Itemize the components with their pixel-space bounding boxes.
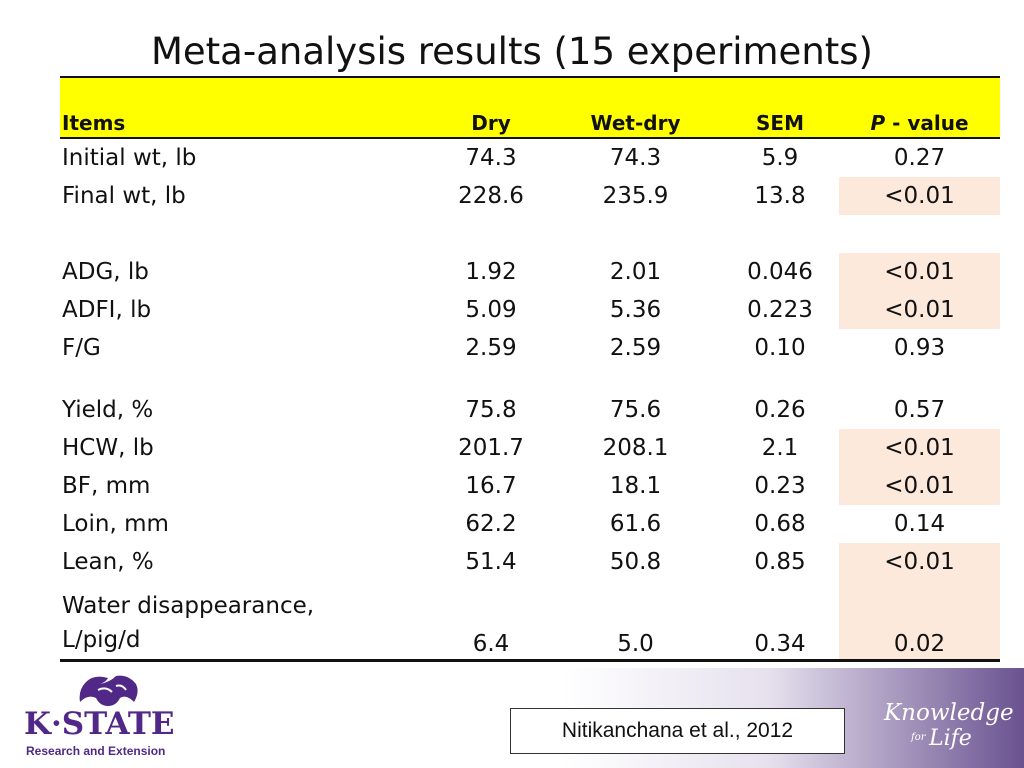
row-dry: 2.59: [465, 335, 517, 361]
row-wet-dry: 2.59: [609, 335, 662, 361]
row-wet-dry: 2.01: [609, 259, 662, 285]
knowledge-for-life-logo: Knowledge for Life: [878, 700, 1018, 760]
row-p-value: <0.01: [839, 467, 1000, 505]
table-row: Loin, mm 62.2 61.6 0.68 0.14: [60, 505, 1000, 543]
row-p-value: 0.02: [839, 581, 1000, 662]
tagline-line1: Knowledge: [884, 700, 1014, 726]
row-wet-dry: 235.9: [602, 183, 669, 209]
row-p-value: 0.93: [893, 335, 946, 361]
row-p-value: <0.01: [839, 291, 1000, 329]
tagline-for: for: [911, 732, 926, 743]
table-row: ADFI, lb 5.09 5.36 0.223 <0.01: [60, 291, 1000, 329]
row-sem: 0.223: [747, 297, 813, 323]
row-item: Water disappearance, L/pig/d: [60, 581, 432, 662]
row-item-line1: Water disappearance,: [62, 593, 315, 619]
header-p-rest: - value: [885, 111, 969, 135]
row-p-value: 0.14: [893, 511, 946, 537]
row-dry: 51.4: [465, 549, 517, 575]
header-dry: Dry: [432, 76, 550, 139]
logo-subtitle: Research and Extension: [26, 744, 166, 758]
row-wet-dry: 18.1: [609, 473, 662, 499]
row-p-value: <0.01: [839, 253, 1000, 291]
kstate-logo: K·STATE Research and Extension: [24, 672, 184, 762]
row-dry: 1.92: [465, 259, 517, 285]
header-wet-dry: Wet-dry: [550, 76, 721, 139]
table-row: Lean, % 51.4 50.8 0.85 <0.01: [60, 543, 1000, 581]
row-item: BF, mm: [62, 473, 151, 499]
row-dry: 5.09: [465, 297, 517, 323]
table-row: Initial wt, lb 74.3 74.3 5.9 0.27: [60, 138, 1000, 177]
row-dry: 201.7: [458, 435, 524, 461]
row-item: Lean, %: [62, 549, 154, 575]
results-table: Items Dry Wet-dry SEM P - value Initial …: [60, 76, 1000, 662]
table-row: Yield, % 75.8 75.6 0.26 0.57: [60, 367, 1000, 429]
row-item: F/G: [62, 335, 101, 361]
row-item: HCW, lb: [62, 435, 154, 461]
row-wet-dry: 74.3: [609, 145, 662, 171]
row-sem: 13.8: [754, 183, 806, 209]
row-sem: 2.1: [761, 435, 799, 461]
row-p-value: <0.01: [839, 543, 1000, 581]
table-row: Final wt, lb 228.6 235.9 13.8 <0.01: [60, 177, 1000, 215]
row-item: Initial wt, lb: [62, 145, 197, 171]
row-p-value: 0.57: [893, 397, 946, 423]
slide-title: Meta-analysis results (15 experiments): [150, 30, 873, 73]
row-item: Yield, %: [62, 397, 154, 423]
tagline-life: Life: [929, 726, 972, 751]
row-dry: 228.6: [458, 183, 524, 209]
row-wet-dry: 208.1: [602, 435, 669, 461]
row-item: ADG, lb: [62, 259, 149, 285]
row-sem: 0.10: [754, 335, 806, 361]
wildcat-icon: [79, 675, 138, 706]
header-items: Items: [60, 76, 432, 139]
row-sem: 0.046: [747, 259, 813, 285]
row-sem: 0.26: [754, 397, 806, 423]
table-row: F/G 2.59 2.59 0.10 0.93: [60, 329, 1000, 367]
row-sem: 5.9: [761, 145, 799, 171]
row-p-value: <0.01: [839, 177, 1000, 215]
row-item: Final wt, lb: [62, 183, 186, 209]
row-dry: 74.3: [465, 145, 517, 171]
row-p-value: 0.27: [893, 145, 946, 171]
logo-wordmark: K·STATE: [24, 706, 175, 742]
table-row: ADG, lb 1.92 2.01 0.046 <0.01: [60, 253, 1000, 291]
row-sem: 0.23: [754, 473, 806, 499]
table-row: Water disappearance, L/pig/d 6.4 5.0 0.34…: [60, 581, 1000, 662]
row-wet-dry: 75.6: [609, 397, 662, 423]
row-sem: 0.85: [754, 549, 806, 575]
row-wet-dry: 5.36: [609, 297, 662, 323]
row-sem: 0.34: [721, 581, 839, 662]
row-item: Loin, mm: [62, 511, 169, 537]
header-p-italic: P: [870, 111, 886, 135]
results-table-container: Items Dry Wet-dry SEM P - value Initial …: [60, 76, 1000, 662]
header-p-value: P - value: [839, 76, 1000, 139]
row-item-line2: L/pig/d: [62, 627, 141, 653]
table-header-row: Items Dry Wet-dry SEM P - value: [60, 76, 1000, 139]
header-sem: SEM: [721, 76, 839, 139]
row-item: ADFI, lb: [62, 297, 152, 323]
table-row: BF, mm 16.7 18.1 0.23 <0.01: [60, 467, 1000, 505]
row-p-value: <0.01: [839, 429, 1000, 467]
row-wet-dry: 61.6: [609, 511, 662, 537]
row-wet-dry: 50.8: [609, 549, 662, 575]
row-wet-dry: 5.0: [550, 581, 721, 662]
row-dry: 6.4: [432, 581, 550, 662]
row-dry: 75.8: [465, 397, 517, 423]
table-row: HCW, lb 201.7 208.1 2.1 <0.01: [60, 429, 1000, 467]
row-dry: 62.2: [465, 511, 517, 537]
row-dry: 16.7: [465, 473, 517, 499]
table-spacer-row: [60, 215, 1000, 253]
citation-box: Nitikanchana et al., 2012: [510, 708, 845, 754]
row-sem: 0.68: [754, 511, 806, 537]
